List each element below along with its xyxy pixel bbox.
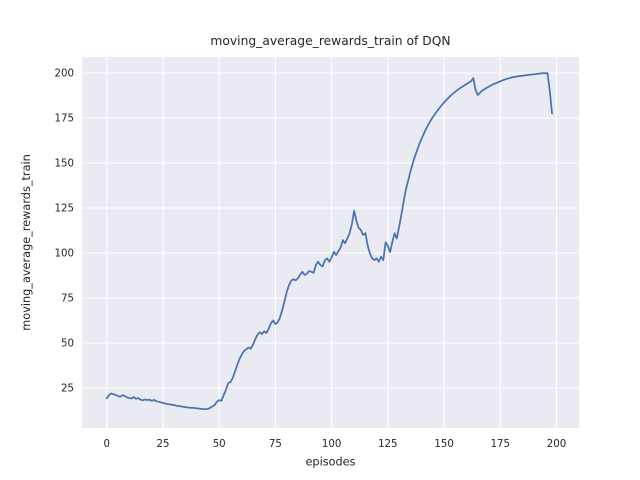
y-tick-label: 100	[55, 249, 74, 260]
line-series	[105, 72, 553, 411]
chart-title: moving_average_rewards_train of DQN	[210, 34, 450, 48]
y-tick-label: 200	[55, 69, 74, 80]
x-tick-label: 175	[491, 439, 510, 450]
y-tick-label: 150	[55, 159, 74, 170]
plot-area	[82, 57, 579, 428]
series-layer	[105, 72, 553, 411]
x-tick-label: 0	[103, 439, 109, 450]
x-tick-label: 25	[157, 439, 170, 450]
y-tick-label: 75	[61, 294, 74, 305]
x-tick-label: 100	[322, 439, 341, 450]
tick-labels: 0 25 50 75 100 125 150 175 200 25 50 75 100 125 150 175…	[55, 69, 567, 450]
x-tick-label: 125	[378, 439, 397, 450]
x-tick-label: 200	[547, 439, 566, 450]
x-axis-label: episodes	[305, 456, 355, 469]
y-tick-label: 125	[55, 204, 74, 215]
x-tick-label: 150	[434, 439, 453, 450]
y-axis-label: moving_average_rewards_train	[20, 154, 33, 331]
y-tick-label: 50	[61, 339, 74, 350]
x-tick-label: 50	[213, 439, 226, 450]
y-tick-label: 175	[55, 114, 74, 125]
gridlines	[82, 57, 579, 428]
y-tick-label: 25	[61, 384, 74, 395]
x-tick-label: 75	[269, 439, 282, 450]
